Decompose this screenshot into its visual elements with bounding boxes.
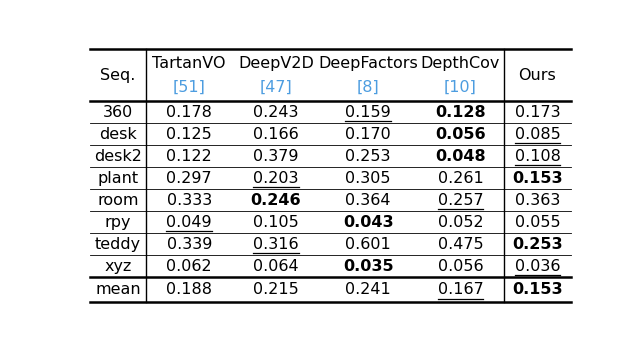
Text: 0.203: 0.203: [253, 171, 299, 186]
Text: 0.064: 0.064: [253, 259, 299, 274]
Text: 0.128: 0.128: [435, 105, 486, 120]
Text: [47]: [47]: [260, 80, 292, 95]
Text: teddy: teddy: [95, 237, 141, 252]
Text: Seq.: Seq.: [100, 68, 136, 83]
Text: 0.062: 0.062: [166, 259, 212, 274]
Text: 0.333: 0.333: [166, 193, 212, 208]
Text: DeepFactors: DeepFactors: [318, 56, 418, 71]
Text: 0.108: 0.108: [515, 149, 561, 164]
Text: plant: plant: [97, 171, 138, 186]
Text: desk2: desk2: [94, 149, 142, 164]
Text: [51]: [51]: [173, 80, 205, 95]
Text: 0.173: 0.173: [515, 105, 560, 120]
Text: TartanVO: TartanVO: [152, 56, 226, 71]
Text: desk: desk: [99, 127, 137, 142]
Text: 0.305: 0.305: [346, 171, 391, 186]
Text: 0.052: 0.052: [438, 215, 483, 230]
Text: 0.178: 0.178: [166, 105, 212, 120]
Text: 0.085: 0.085: [515, 127, 561, 142]
Text: 0.153: 0.153: [512, 171, 563, 186]
Text: DepthCov: DepthCov: [421, 56, 500, 71]
Text: 0.105: 0.105: [253, 215, 299, 230]
Text: 0.246: 0.246: [251, 193, 301, 208]
Text: 0.601: 0.601: [346, 237, 391, 252]
Text: 0.056: 0.056: [435, 127, 486, 142]
Text: 0.363: 0.363: [515, 193, 560, 208]
Text: 360: 360: [103, 105, 133, 120]
Text: 0.122: 0.122: [166, 149, 212, 164]
Text: 0.153: 0.153: [512, 282, 563, 297]
Text: rpy: rpy: [105, 215, 131, 230]
Text: 0.056: 0.056: [438, 259, 483, 274]
Text: mean: mean: [95, 282, 141, 297]
Text: 0.167: 0.167: [438, 282, 483, 297]
Text: 0.035: 0.035: [343, 259, 394, 274]
Text: 0.261: 0.261: [438, 171, 483, 186]
Text: 0.125: 0.125: [166, 127, 212, 142]
Text: 0.049: 0.049: [166, 215, 212, 230]
Text: 0.036: 0.036: [515, 259, 560, 274]
Text: DeepV2D: DeepV2D: [238, 56, 314, 71]
Text: 0.215: 0.215: [253, 282, 299, 297]
Text: 0.316: 0.316: [253, 237, 299, 252]
Text: 0.055: 0.055: [515, 215, 560, 230]
Text: 0.339: 0.339: [166, 237, 212, 252]
Text: 0.297: 0.297: [166, 171, 212, 186]
Text: [8]: [8]: [357, 80, 380, 95]
Text: 0.364: 0.364: [346, 193, 391, 208]
Text: 0.243: 0.243: [253, 105, 299, 120]
Text: [10]: [10]: [444, 80, 477, 95]
Text: 0.241: 0.241: [346, 282, 391, 297]
Text: 0.253: 0.253: [512, 237, 563, 252]
Text: 0.170: 0.170: [346, 127, 391, 142]
Text: Ours: Ours: [518, 68, 556, 83]
Text: xyz: xyz: [104, 259, 132, 274]
Text: 0.188: 0.188: [166, 282, 212, 297]
Text: 0.475: 0.475: [438, 237, 483, 252]
Text: 0.257: 0.257: [438, 193, 483, 208]
Text: 0.048: 0.048: [435, 149, 486, 164]
Text: 0.043: 0.043: [343, 215, 394, 230]
Text: 0.166: 0.166: [253, 127, 299, 142]
Text: 0.379: 0.379: [253, 149, 299, 164]
Text: 0.253: 0.253: [346, 149, 391, 164]
Text: room: room: [97, 193, 139, 208]
Text: 0.159: 0.159: [346, 105, 391, 120]
